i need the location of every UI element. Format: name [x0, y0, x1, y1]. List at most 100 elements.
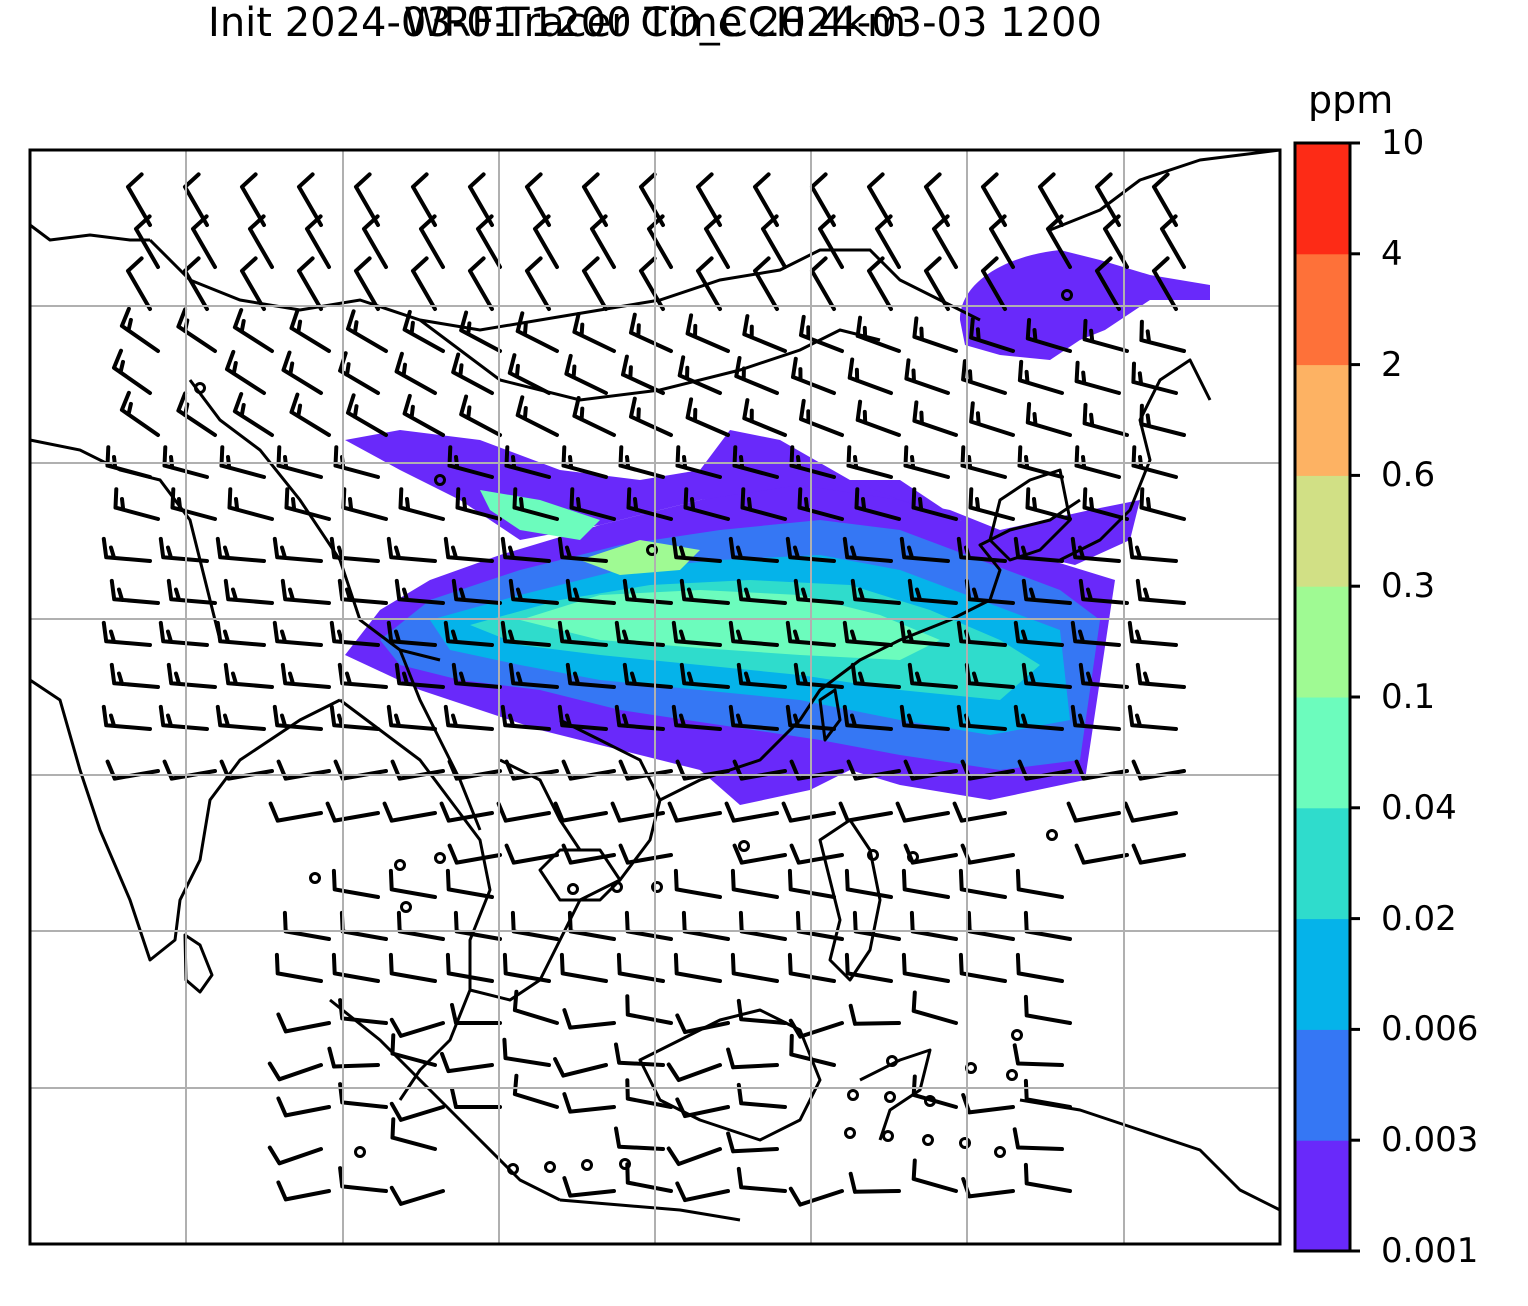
calm-marker	[651, 881, 663, 893]
wind-barb	[969, 401, 1015, 437]
border-vietnam	[559, 718, 662, 801]
wind-barb	[1025, 318, 1072, 353]
wind-barb	[451, 662, 502, 689]
wind-barb	[468, 256, 494, 311]
wind-barb	[797, 487, 844, 521]
wind-barb	[276, 1180, 331, 1202]
wind-barb	[742, 398, 787, 437]
calm-marker	[309, 872, 321, 884]
wind-barb	[388, 952, 437, 983]
wind-barb	[533, 214, 559, 269]
wind-barb	[618, 843, 673, 865]
wind-barb	[850, 662, 901, 689]
colorbar-frame	[1293, 141, 1352, 1253]
wind-barb	[225, 349, 266, 395]
colorbar-segment	[1295, 1140, 1350, 1252]
wind-barb	[1021, 662, 1072, 689]
wind-barb	[671, 704, 722, 731]
wind-barb	[276, 759, 331, 781]
coast-gulf-siam	[538, 848, 622, 902]
wind-barb	[451, 578, 502, 605]
wind-barb	[565, 662, 616, 689]
wind-barb	[1015, 952, 1064, 983]
wind-barb	[562, 1176, 616, 1198]
wind-barb	[447, 843, 502, 865]
colorbar-tick-label: 0.1	[1381, 677, 1436, 717]
wind-barb	[398, 487, 445, 521]
wind-barb	[282, 910, 331, 941]
calm-marker	[844, 1127, 856, 1139]
wind-barb	[677, 355, 722, 395]
wind-barb	[561, 759, 616, 781]
wind-barb	[274, 952, 323, 983]
wind-barb	[1070, 536, 1121, 563]
plume-core-6	[580, 540, 700, 575]
wind-barb	[793, 578, 844, 605]
wind-barb	[810, 256, 836, 311]
wind-barb	[557, 704, 608, 731]
wind-barb	[504, 843, 559, 865]
wind-barb	[736, 578, 787, 605]
wind-barb	[411, 256, 437, 311]
wind-barb	[119, 306, 160, 353]
wind-barb	[504, 759, 559, 781]
wind-barb	[639, 256, 665, 311]
wind-barb	[109, 662, 160, 689]
wind-barb	[899, 620, 950, 647]
wind-barb	[685, 313, 730, 353]
wind-barb	[572, 312, 616, 353]
wind-barb	[382, 801, 437, 823]
wind-barb	[867, 256, 893, 311]
wind-barb	[907, 662, 958, 689]
wind-barb	[162, 759, 217, 781]
wind-barb	[1070, 620, 1121, 647]
wind-barb	[1021, 578, 1072, 605]
calm-marker	[611, 881, 623, 893]
wind-barb	[248, 214, 274, 269]
wind-barb	[1082, 402, 1129, 437]
wind-barb	[386, 536, 437, 563]
colorbar-segment	[1295, 697, 1350, 809]
wind-barb	[158, 704, 209, 731]
wind-barb	[331, 868, 380, 899]
colorbar-tick-label: 0.6	[1381, 455, 1436, 496]
wind-barb	[895, 801, 950, 823]
wind-barb	[842, 536, 893, 563]
wind-barb	[272, 704, 323, 731]
wind-barb	[1127, 620, 1178, 647]
wind-barb	[396, 910, 445, 941]
wind-barb	[515, 395, 559, 437]
wind-barb	[1017, 359, 1064, 395]
wind-barb	[590, 214, 616, 269]
wind-barb	[726, 1047, 779, 1070]
wind-barb	[907, 578, 958, 605]
wind-barb	[276, 1012, 331, 1034]
wind-barb	[730, 952, 779, 983]
wind-barb	[909, 910, 958, 941]
wind-barb	[325, 801, 380, 823]
wind-barb	[793, 662, 844, 689]
wind-barb	[1013, 704, 1064, 731]
coast-northeast	[1049, 148, 1281, 232]
wind-barb	[443, 704, 494, 731]
wind-barb	[559, 952, 608, 983]
wind-barb	[1160, 214, 1186, 269]
wind-barb	[394, 578, 445, 605]
wind-barb	[629, 312, 673, 353]
wind-barb	[386, 620, 437, 647]
map-frame	[28, 148, 1282, 1246]
wind-barb	[728, 704, 779, 731]
wind-barb	[567, 910, 616, 941]
wind-barb	[787, 868, 836, 899]
wind-barb	[389, 1101, 445, 1122]
wind-barb	[223, 662, 274, 689]
wind-barb	[961, 359, 1007, 395]
calm-marker	[1046, 829, 1058, 841]
wind-barb	[553, 1057, 608, 1078]
wind-barb	[911, 1158, 958, 1193]
wind-barb	[455, 487, 502, 521]
colorbar-tick-label: 0.003	[1381, 1120, 1479, 1161]
wind-barb	[289, 392, 331, 437]
wind-barb	[679, 578, 730, 605]
wind-barb	[329, 620, 380, 647]
